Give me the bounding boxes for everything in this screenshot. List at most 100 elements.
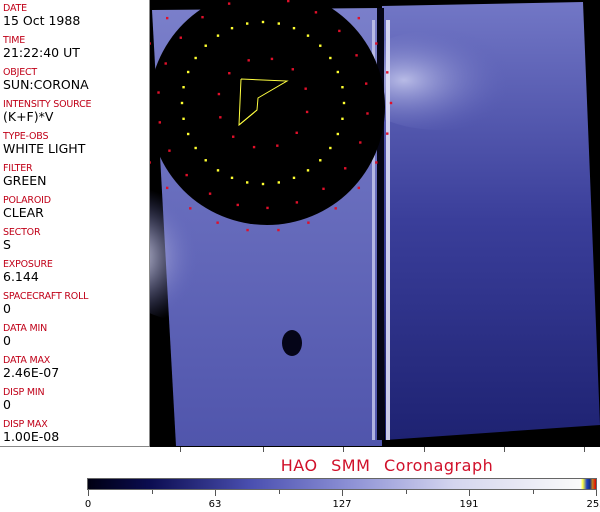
colorbar-tick [88,490,89,496]
field-value: 2.46E-07 [3,365,60,380]
dark-spot [282,330,302,356]
field-value: S [3,237,11,252]
field-value: 0 [3,333,11,348]
grid-marker [182,117,185,121]
grid-marker [236,203,239,207]
grid-marker [319,159,322,162]
grid-marker [230,176,234,180]
colorbar-tick [405,490,407,494]
grid-marker [306,34,310,37]
grid-marker [232,135,235,138]
colorbar [87,478,597,490]
grid-marker [342,101,346,105]
field-label: DISP MAX [3,419,48,430]
grid-marker [314,11,318,14]
grid-marker [336,132,340,136]
coronagraph-image [150,0,600,447]
grid-marker [158,121,162,124]
grid-marker [246,228,249,232]
grid-marker [261,20,265,24]
grid-marker [204,44,207,47]
grid-marker [179,36,182,39]
grid-marker [364,82,368,85]
field-label: FILTER [3,163,33,174]
colorbar-tick [532,490,534,494]
grid-marker [319,44,322,47]
grid-marker [334,207,337,210]
grid-marker [185,173,188,177]
grid-marker [186,70,190,74]
colorbar-tick-label: 63 [208,499,222,510]
field-label: POLAROID [3,195,51,206]
grid-marker [150,42,151,45]
field-label: DISP MIN [3,387,45,398]
image-axis-tick [263,447,264,452]
grid-marker [216,221,219,224]
field-label: SPACECRAFT ROLL [3,291,89,302]
field-label: EXPOSURE [3,259,53,270]
grid-marker [375,161,378,164]
grid-marker [386,132,389,135]
grid-marker [292,176,296,180]
grid-marker [180,101,184,105]
grid-marker [189,207,192,210]
grid-marker [245,181,249,184]
grid-marker [219,116,222,119]
sector-outline [238,78,289,127]
header-info-panel: DATE 15 Oct 1988 TIME 21:22:40 UT OBJECT SUN:… [0,0,150,447]
grid-marker [305,110,309,114]
grid-marker [228,72,231,75]
image-axis-tick [180,447,181,452]
grid-marker [287,0,290,3]
field-label: OBJECT [3,67,38,78]
grid-marker [194,56,197,60]
field-value: 21:22:40 UT [3,45,80,60]
grid-marker [304,87,307,90]
grid-marker [245,22,249,25]
grid-marker [359,141,362,144]
grid-marker [366,112,369,115]
field-value: 0 [3,397,11,412]
image-axis-tick [343,447,344,452]
grid-marker [150,161,151,164]
grid-marker [168,149,171,152]
grid-marker [164,62,167,65]
grid-marker [341,85,344,89]
grid-marker [201,15,204,19]
field-value: 1.00E-08 [3,429,60,444]
field-value: 15 Oct 1988 [3,13,81,28]
grid-marker [216,34,220,37]
colorbar-tick-label: 127 [332,499,352,510]
grid-marker [295,201,299,204]
grid-marker [329,146,332,150]
field-value: CLEAR [3,205,44,220]
field-value: 0 [3,301,11,316]
grid-marker [270,57,274,61]
grid-marker [355,54,358,57]
colorbar-tick-label: 191 [459,499,479,510]
grid-marker [277,22,281,25]
grid-marker [338,29,341,33]
colorbar-tick [151,490,153,494]
grid-marker [261,182,265,186]
colorbar-tick [342,490,343,496]
grid-marker [182,85,185,89]
pylon-gap [377,8,384,440]
grid-marker [306,169,310,172]
grid-marker [217,92,221,96]
image-axis-tick [504,447,505,452]
grid-marker [295,131,298,134]
grid-marker [252,145,256,149]
grid-marker [277,181,281,184]
field-label: DATE [3,3,27,14]
image-axis-tick [424,447,425,452]
field-label: SECTOR [3,227,41,238]
grid-marker [307,221,310,224]
field-value: 6.144 [3,269,39,284]
grid-marker [291,68,294,71]
field-label: TIME [3,35,26,46]
grid-marker [194,146,197,150]
grid-marker [341,117,344,121]
instrument-title: HAO SMM Coronagraph [280,456,494,475]
colorbar-tick [469,490,470,496]
